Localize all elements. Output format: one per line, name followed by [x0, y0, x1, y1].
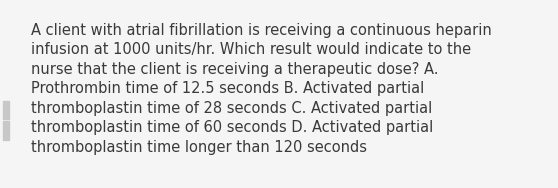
Text: A client with atrial fibrillation is receiving a continuous heparin
infusion at : A client with atrial fibrillation is rec…: [31, 23, 492, 155]
Bar: [3, 101, 9, 119]
Bar: [3, 121, 9, 139]
